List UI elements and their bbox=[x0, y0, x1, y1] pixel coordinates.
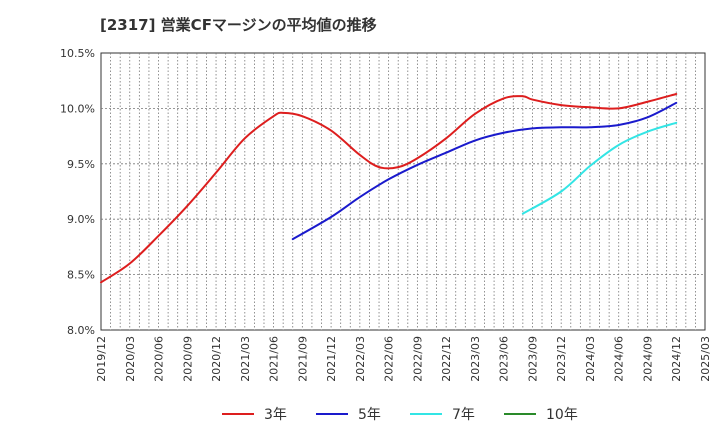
x-tick-label: 2020/03 bbox=[124, 336, 137, 382]
chart-title: [2317] 営業CFマージンの平均値の推移 bbox=[100, 16, 377, 34]
legend-item: 3年 bbox=[222, 407, 287, 423]
legend-item: 7年 bbox=[410, 407, 475, 423]
x-tick-label: 2021/12 bbox=[325, 336, 338, 382]
y-tick-label: 8.5% bbox=[67, 269, 95, 282]
series-line-3 bbox=[521, 121, 678, 215]
y-tick-label: 9.5% bbox=[67, 158, 95, 171]
y-tick-label: 10.0% bbox=[60, 102, 95, 115]
x-tick-label: 2021/09 bbox=[296, 336, 309, 382]
x-tick-label: 2023/09 bbox=[526, 336, 539, 382]
legend-item: 5年 bbox=[316, 407, 381, 423]
x-tick-label: 2022/12 bbox=[440, 336, 453, 382]
x-tick-label: 2022/06 bbox=[383, 336, 396, 382]
series-line-2 bbox=[291, 101, 678, 241]
x-tick-label: 2024/06 bbox=[613, 336, 626, 382]
x-tick-label: 2023/03 bbox=[469, 336, 482, 382]
x-tick-label: 2022/03 bbox=[354, 336, 367, 382]
x-tick-label: 2022/09 bbox=[411, 336, 424, 382]
x-tick-label: 2024/03 bbox=[584, 336, 597, 382]
x-tick-label: 2025/03 bbox=[699, 336, 712, 382]
grid-layer bbox=[100, 52, 706, 331]
x-tick-label: 2024/12 bbox=[670, 336, 683, 382]
axis-layer: 8.0% 8.5% 9.0% 9.5% 10.0% 10.5% 2019/12 2020/03… bbox=[60, 47, 712, 382]
y-tick-label: 9.0% bbox=[67, 213, 95, 226]
legend-label: 7年 bbox=[452, 407, 475, 423]
series-layer bbox=[100, 93, 678, 284]
x-tick-label: 2019/12 bbox=[95, 336, 108, 382]
legend-label: 10年 bbox=[546, 407, 578, 423]
y-tick-label: 10.5% bbox=[60, 47, 95, 60]
x-tick-label: 2020/09 bbox=[181, 336, 194, 382]
x-tick-label: 2024/09 bbox=[641, 336, 654, 382]
x-tick-label: 2021/06 bbox=[268, 336, 281, 382]
plot-frame bbox=[100, 52, 706, 331]
x-tick-label: 2023/06 bbox=[498, 336, 511, 382]
legend-label: 5年 bbox=[358, 407, 381, 423]
y-tick-label: 8.0% bbox=[67, 324, 95, 337]
x-tick-label: 2021/03 bbox=[239, 336, 252, 382]
x-tick-label: 2020/06 bbox=[153, 336, 166, 382]
x-tick-label: 2020/12 bbox=[210, 336, 223, 382]
legend: 3年 5年 7年 10年 bbox=[222, 407, 578, 423]
legend-label: 3年 bbox=[264, 407, 287, 423]
series-line-1 bbox=[100, 93, 678, 284]
x-tick-label: 2023/12 bbox=[555, 336, 568, 382]
legend-item: 10年 bbox=[504, 407, 578, 423]
